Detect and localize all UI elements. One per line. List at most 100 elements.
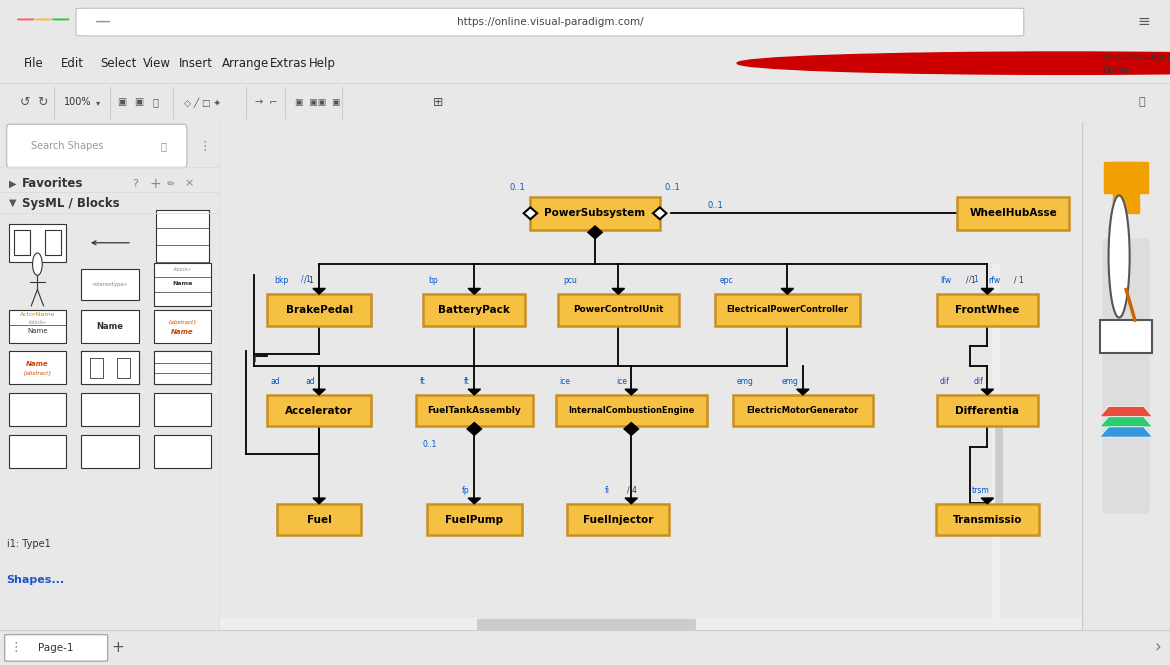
Text: Insert: Insert bbox=[179, 57, 213, 70]
Text: +: + bbox=[111, 640, 124, 655]
FancyBboxPatch shape bbox=[9, 435, 66, 468]
FancyBboxPatch shape bbox=[154, 310, 211, 342]
FancyBboxPatch shape bbox=[936, 395, 1038, 426]
FancyBboxPatch shape bbox=[9, 310, 66, 342]
Polygon shape bbox=[312, 289, 325, 294]
FancyBboxPatch shape bbox=[90, 358, 103, 378]
Text: Fuel: Fuel bbox=[307, 515, 331, 525]
FancyBboxPatch shape bbox=[530, 197, 660, 230]
Text: {abstract}: {abstract} bbox=[167, 320, 198, 325]
Text: FuelInjector: FuelInjector bbox=[583, 515, 654, 525]
Polygon shape bbox=[982, 498, 993, 504]
Text: ⋮: ⋮ bbox=[9, 641, 22, 654]
Text: ad: ad bbox=[270, 376, 281, 386]
Text: ▣: ▣ bbox=[117, 97, 126, 108]
Text: ×: × bbox=[185, 179, 194, 189]
Polygon shape bbox=[982, 389, 993, 395]
Text: dif: dif bbox=[973, 376, 983, 386]
Text: Name: Name bbox=[96, 322, 124, 331]
Text: Name: Name bbox=[26, 361, 49, 367]
Text: ✏: ✏ bbox=[167, 179, 175, 189]
FancyBboxPatch shape bbox=[268, 395, 371, 426]
FancyBboxPatch shape bbox=[117, 358, 130, 378]
Circle shape bbox=[1109, 196, 1130, 318]
Text: ▣: ▣ bbox=[135, 97, 144, 108]
FancyBboxPatch shape bbox=[996, 401, 1003, 504]
FancyBboxPatch shape bbox=[154, 351, 211, 384]
FancyBboxPatch shape bbox=[936, 504, 1039, 535]
Bar bbox=[1113, 162, 1140, 213]
Polygon shape bbox=[468, 423, 481, 435]
FancyBboxPatch shape bbox=[154, 393, 211, 426]
Text: Page-1: Page-1 bbox=[39, 642, 74, 653]
Text: / 1: / 1 bbox=[969, 275, 979, 283]
Text: 🗑: 🗑 bbox=[152, 97, 159, 108]
Bar bbox=[1104, 162, 1148, 193]
FancyBboxPatch shape bbox=[567, 504, 669, 535]
Text: fi: fi bbox=[605, 485, 610, 495]
Text: Arrange: Arrange bbox=[222, 57, 269, 70]
Text: BrakePedal: BrakePedal bbox=[285, 305, 352, 315]
Polygon shape bbox=[653, 207, 667, 219]
Text: Name: Name bbox=[172, 281, 193, 287]
FancyBboxPatch shape bbox=[82, 269, 138, 301]
Text: PowerSubsystem: PowerSubsystem bbox=[544, 208, 646, 218]
Polygon shape bbox=[468, 289, 481, 294]
FancyBboxPatch shape bbox=[82, 310, 138, 342]
FancyBboxPatch shape bbox=[1102, 239, 1150, 513]
Text: File: File bbox=[23, 57, 43, 70]
Text: «stereotype»: «stereotype» bbox=[92, 282, 128, 287]
FancyBboxPatch shape bbox=[82, 435, 138, 468]
Polygon shape bbox=[468, 498, 481, 504]
Text: ↻: ↻ bbox=[37, 96, 48, 109]
Text: bp: bp bbox=[428, 276, 439, 285]
FancyBboxPatch shape bbox=[556, 395, 707, 426]
FancyBboxPatch shape bbox=[1100, 320, 1152, 353]
FancyBboxPatch shape bbox=[82, 351, 138, 384]
Text: Online: Online bbox=[1102, 66, 1129, 75]
Text: https://online.visual-paradigm.com/: https://online.visual-paradigm.com/ bbox=[456, 17, 644, 27]
Text: ice: ice bbox=[559, 376, 570, 386]
Text: →  ⌐: → ⌐ bbox=[255, 97, 277, 108]
Text: 100%: 100% bbox=[64, 97, 92, 108]
FancyBboxPatch shape bbox=[44, 230, 61, 255]
FancyBboxPatch shape bbox=[9, 223, 66, 262]
Text: ▶: ▶ bbox=[9, 179, 16, 189]
Text: / 1: / 1 bbox=[303, 276, 314, 285]
Polygon shape bbox=[312, 389, 325, 395]
Text: ⛶: ⛶ bbox=[1138, 97, 1145, 108]
Text: ⊞: ⊞ bbox=[433, 96, 443, 109]
Text: FuelPump: FuelPump bbox=[446, 515, 503, 525]
Text: Name: Name bbox=[171, 329, 194, 335]
Text: Name: Name bbox=[27, 329, 48, 334]
Circle shape bbox=[737, 52, 1170, 74]
Text: Shapes...: Shapes... bbox=[7, 575, 64, 585]
Polygon shape bbox=[312, 498, 325, 504]
Text: ▼: ▼ bbox=[9, 198, 16, 208]
Text: ?: ? bbox=[132, 179, 138, 189]
Text: bkp: bkp bbox=[274, 276, 289, 285]
FancyBboxPatch shape bbox=[268, 294, 371, 326]
Polygon shape bbox=[524, 207, 537, 219]
Text: FuelTankAssembly: FuelTankAssembly bbox=[427, 406, 521, 415]
Text: Search Shapes: Search Shapes bbox=[30, 141, 103, 151]
FancyBboxPatch shape bbox=[417, 395, 532, 426]
Polygon shape bbox=[1100, 417, 1152, 427]
FancyBboxPatch shape bbox=[427, 504, 522, 535]
Text: 0..1: 0..1 bbox=[665, 184, 681, 192]
Polygon shape bbox=[1100, 406, 1152, 417]
Text: ElectricMotorGenerator: ElectricMotorGenerator bbox=[746, 406, 859, 415]
Text: ElectricalPowerController: ElectricalPowerController bbox=[727, 305, 848, 315]
Text: FrontWhee: FrontWhee bbox=[955, 305, 1019, 315]
Text: ▣  ▣▣  ▣: ▣ ▣▣ ▣ bbox=[295, 98, 340, 107]
FancyBboxPatch shape bbox=[424, 294, 525, 326]
Text: Select: Select bbox=[101, 57, 137, 70]
FancyBboxPatch shape bbox=[734, 395, 873, 426]
FancyBboxPatch shape bbox=[5, 634, 108, 661]
FancyBboxPatch shape bbox=[9, 351, 66, 384]
FancyBboxPatch shape bbox=[992, 264, 1000, 620]
Text: PowerControlUnit: PowerControlUnit bbox=[573, 305, 663, 315]
Text: / 1: / 1 bbox=[966, 276, 976, 285]
Text: ice: ice bbox=[615, 376, 627, 386]
FancyBboxPatch shape bbox=[715, 294, 860, 326]
